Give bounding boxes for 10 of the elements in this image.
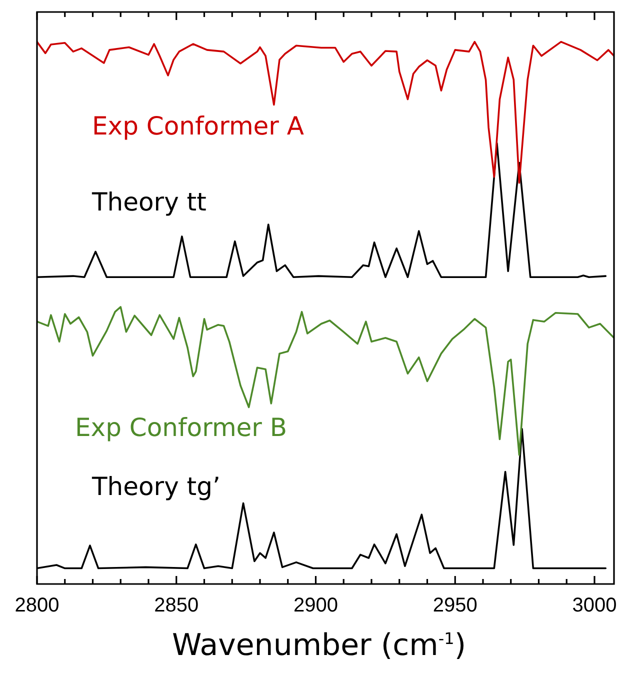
- x-tick-label: 2850: [154, 594, 199, 617]
- x-tick-label: 2800: [14, 594, 60, 617]
- x-tick-label: 3000: [572, 594, 617, 617]
- series-label: Theory tt: [91, 188, 207, 217]
- x-axis-title: Wavenumber (cm$^{-1}$): [170, 628, 468, 663]
- series-label: Exp Conformer B: [75, 413, 288, 442]
- series-label: Exp Conformer A: [92, 111, 304, 140]
- x-tick-label: 2950: [432, 594, 478, 617]
- x-tick-label: 2900: [293, 594, 338, 617]
- series-label: Theory tg’: [91, 472, 220, 501]
